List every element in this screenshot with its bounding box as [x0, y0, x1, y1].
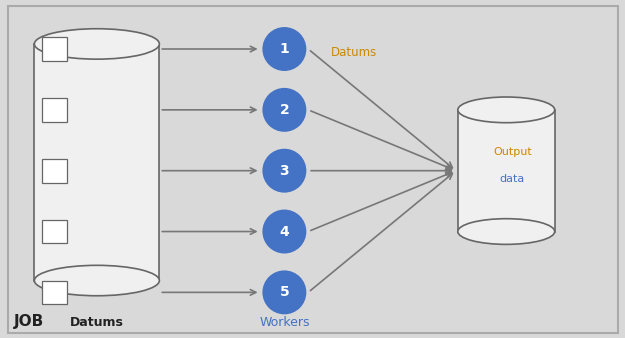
FancyBboxPatch shape	[42, 281, 67, 304]
FancyBboxPatch shape	[42, 159, 67, 183]
Text: Datums: Datums	[331, 46, 378, 59]
Text: 1: 1	[279, 42, 289, 56]
Text: 4: 4	[279, 224, 289, 239]
Text: 3: 3	[279, 164, 289, 178]
Text: 5: 5	[279, 285, 289, 299]
Text: data: data	[500, 174, 525, 184]
Ellipse shape	[262, 210, 306, 254]
FancyBboxPatch shape	[42, 220, 67, 243]
Ellipse shape	[34, 265, 159, 296]
Text: 2: 2	[279, 103, 289, 117]
FancyBboxPatch shape	[42, 98, 67, 122]
Text: JOB: JOB	[14, 314, 44, 329]
Ellipse shape	[262, 270, 306, 314]
Ellipse shape	[458, 97, 555, 123]
Text: Datums: Datums	[70, 316, 124, 329]
Ellipse shape	[262, 149, 306, 193]
Ellipse shape	[34, 29, 159, 59]
Ellipse shape	[262, 88, 306, 132]
Text: Workers: Workers	[259, 316, 309, 329]
FancyBboxPatch shape	[42, 37, 67, 61]
Bar	[458, 110, 555, 232]
FancyBboxPatch shape	[8, 6, 618, 333]
Ellipse shape	[458, 219, 555, 244]
Text: Output: Output	[493, 147, 532, 157]
Bar	[34, 44, 159, 281]
Ellipse shape	[262, 27, 306, 71]
